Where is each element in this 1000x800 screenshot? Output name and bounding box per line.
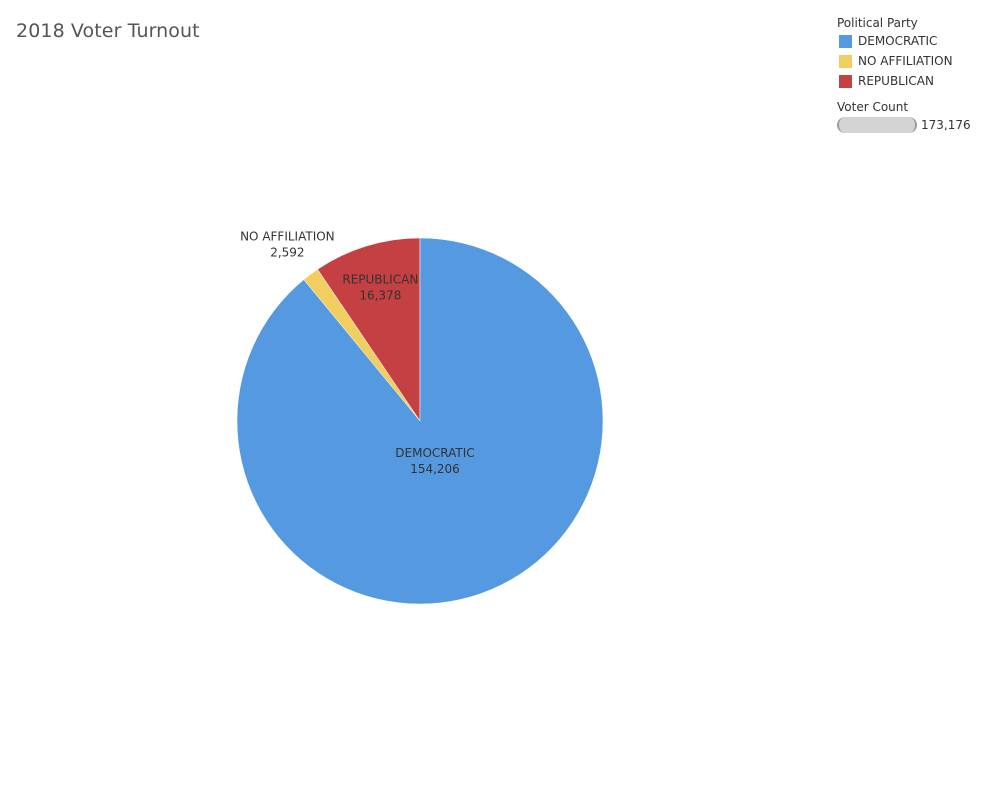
slice-value-republican: 16,378 [359, 289, 401, 303]
slice-label-no-affiliation: NO AFFILIATION [240, 230, 335, 244]
slice-value-democratic: 154,206 [410, 462, 460, 476]
slice-value-no-affiliation: 2,592 [270, 246, 304, 260]
legend-title: Political Party [837, 16, 918, 30]
slice-label-democratic: DEMOCRATIC [395, 446, 474, 460]
size-legend: 173,176 [837, 115, 997, 135]
legend-swatch-democratic [839, 34, 852, 48]
pie-slice-republican[interactable] [317, 237, 421, 422]
legend-swatch-republican [839, 74, 852, 88]
legend-label-republican: REPUBLICAN [858, 74, 934, 88]
legend-swatch-no-affiliation [839, 54, 852, 68]
legend-item-no-affiliation[interactable]: NO AFFILIATION [837, 51, 997, 71]
legend-label-democratic: DEMOCRATIC [858, 34, 938, 48]
legend-label-no-affiliation: NO AFFILIATION [858, 54, 953, 68]
legend-item-republican[interactable]: REPUBLICAN [837, 71, 997, 91]
size-legend-bar [837, 117, 917, 133]
pie-slice-democratic[interactable] [236, 237, 604, 605]
size-legend-value: 173,176 [921, 118, 971, 132]
legend-item-democratic[interactable]: DEMOCRATIC [837, 31, 997, 51]
slice-label-republican: REPUBLICAN [342, 273, 418, 287]
color-legend: Political Party DEMOCRATIC NO AFFILIATIO… [837, 15, 997, 135]
chart-title: 2018 Voter Turnout [16, 20, 200, 42]
size-legend-title: Voter Count [837, 100, 909, 114]
